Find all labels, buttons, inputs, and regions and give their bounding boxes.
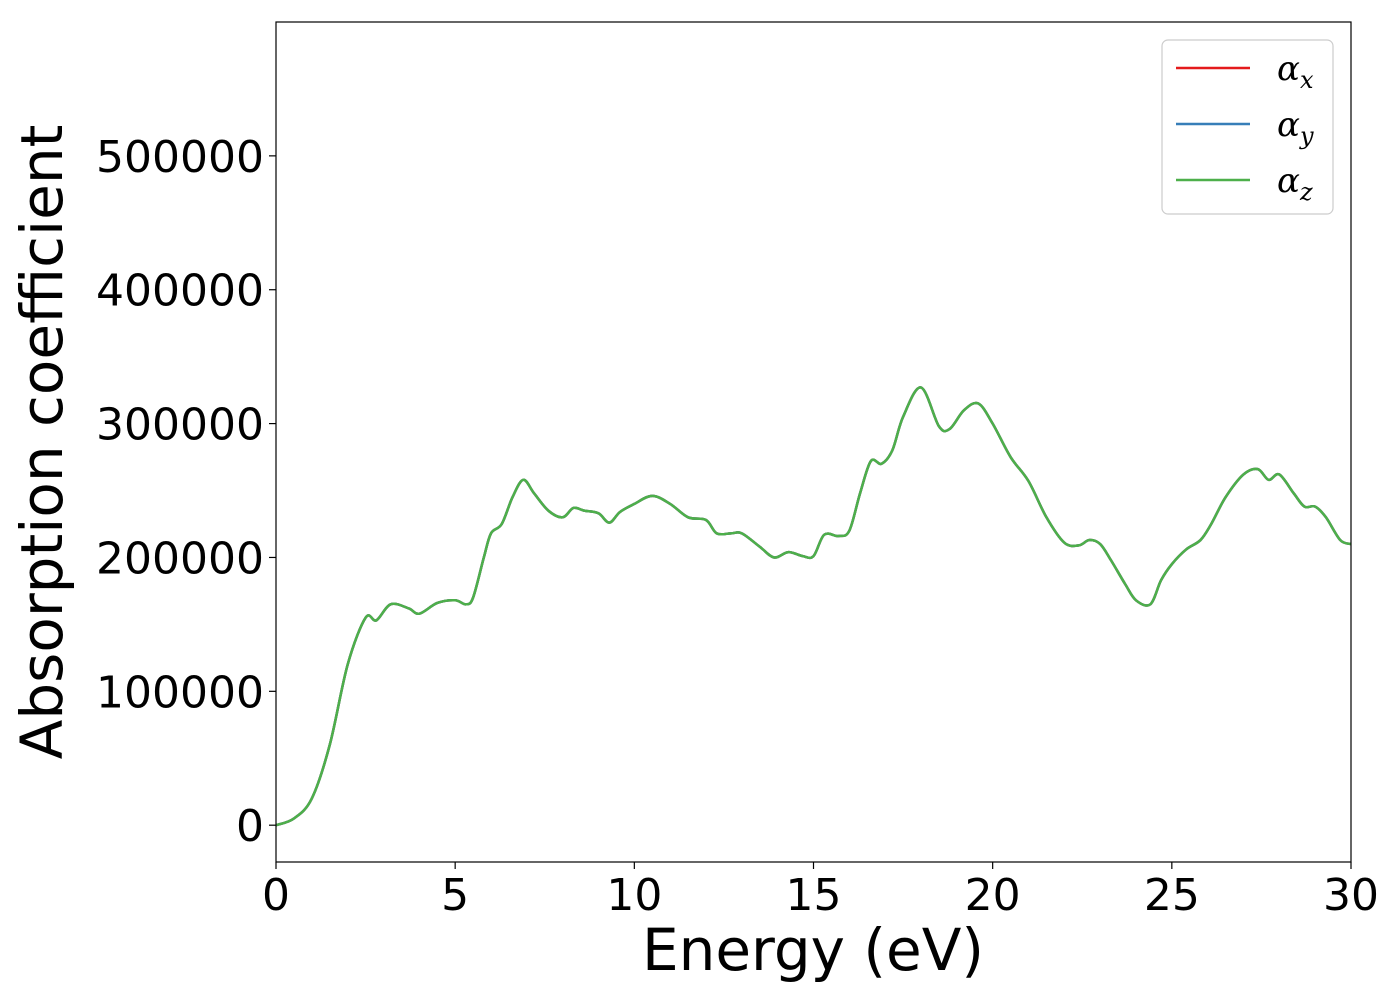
x-tick-label: 5 — [441, 870, 469, 921]
y-tick-label: 100000 — [96, 667, 264, 718]
y-tick-label: 400000 — [96, 266, 264, 317]
y-tick-label: 0 — [236, 801, 264, 852]
x-tick-label: 15 — [786, 870, 842, 921]
x-tick-label: 0 — [262, 870, 290, 921]
x-axis-ticks: 0 5 10 15 20 25 30 — [262, 862, 1379, 921]
series-line-y — [276, 387, 1351, 825]
y-axis-label: Absorption coefficient — [8, 125, 76, 760]
y-tick-label: 300000 — [96, 400, 264, 451]
y-axis-ticks: 0 100000 200000 300000 400000 500000 — [96, 132, 276, 852]
y-tick-label: 200000 — [96, 533, 264, 584]
x-axis-label: Energy (eV) — [642, 916, 984, 984]
x-tick-label: 20 — [965, 870, 1021, 921]
x-tick-label: 10 — [606, 870, 662, 921]
y-tick-label: 500000 — [96, 132, 264, 183]
series-line-z — [276, 387, 1351, 825]
x-tick-label: 25 — [1144, 870, 1200, 921]
series-line-x — [276, 387, 1351, 825]
x-tick-label: 30 — [1323, 870, 1379, 921]
series-layer — [276, 387, 1351, 825]
